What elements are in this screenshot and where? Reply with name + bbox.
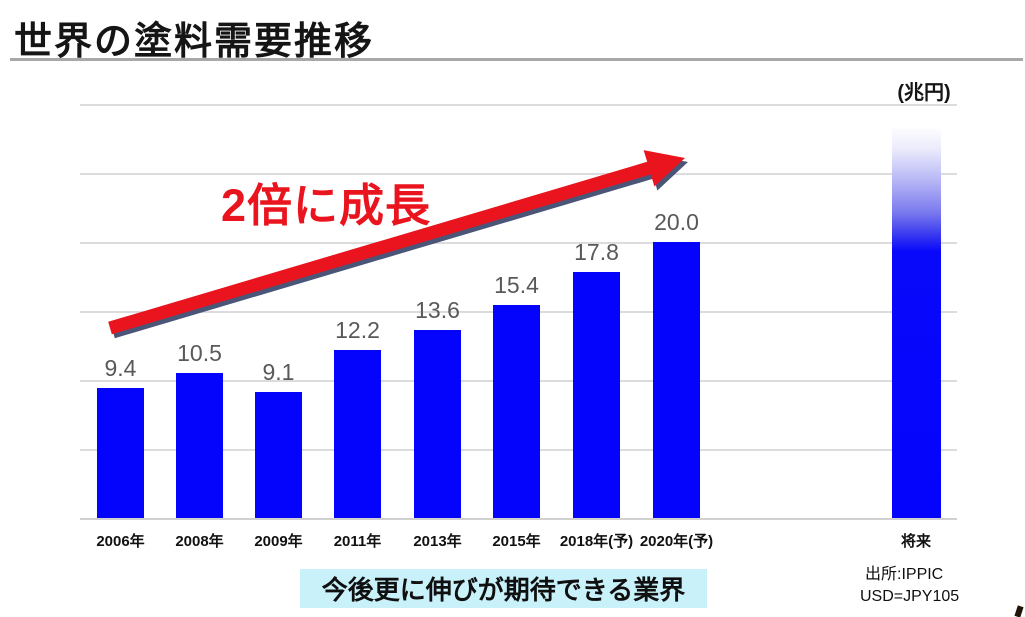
x-axis-label: 2006年: [96, 533, 145, 550]
source-line: 出所:IPPIC: [865, 566, 944, 583]
x-axis-label: 2015年: [492, 533, 541, 550]
x-axis-label: 2011年: [333, 533, 382, 550]
bar: [97, 388, 144, 518]
x-axis-label: 2013年: [413, 533, 462, 550]
gridline: [80, 242, 957, 244]
future-gradient-bar: [892, 126, 941, 518]
bar: [176, 373, 223, 518]
x-axis-label: 2009年: [254, 533, 303, 550]
x-axis-label-future: 将来: [900, 533, 931, 550]
x-axis-label: 2018年(予): [559, 533, 634, 550]
x-axis-label: 2020年(予): [639, 533, 714, 550]
gridline: [80, 104, 957, 106]
bar-value-label: 10.5: [177, 340, 222, 367]
x-axis-label: 2008年: [175, 533, 224, 550]
bar: [653, 242, 700, 518]
bar-value-label: 9.1: [262, 359, 295, 386]
y-axis-unit-label: (兆円): [897, 82, 951, 104]
gridline: [80, 173, 957, 175]
bottom-banner: 今後更に伸びが期待できる業界: [300, 569, 707, 608]
bar: [255, 392, 302, 518]
bar-value-label: 9.4: [104, 355, 137, 382]
bar: [414, 330, 461, 518]
source-block: 出所:IPPIC USD=JPY105: [860, 564, 959, 608]
source-exchange-rate: USD=JPY105: [860, 588, 960, 605]
title-underline: [10, 58, 1023, 61]
growth-annotation: 2倍に成長: [221, 180, 432, 231]
page-title: 世界の塗料需要推移: [14, 21, 375, 63]
bar: [573, 272, 620, 518]
bar-value-label: 17.8: [574, 239, 619, 266]
bar: [493, 305, 540, 518]
bar-value-label: 13.6: [415, 297, 460, 324]
x-axis-line: [80, 518, 957, 520]
bar: [334, 349, 381, 518]
bar-value-label: 20.0: [654, 209, 699, 235]
bar-value-label: 15.4: [494, 272, 539, 299]
